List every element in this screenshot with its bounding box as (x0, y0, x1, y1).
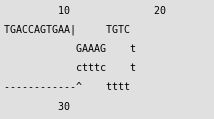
Text: ------------^    tttt: ------------^ tttt (4, 82, 130, 92)
Text: GAAAG    t: GAAAG t (4, 44, 136, 54)
Text: 10              20: 10 20 (4, 6, 166, 16)
Text: ctttc    t: ctttc t (4, 63, 136, 73)
Text: TGACCAGTGAA|     TGTC: TGACCAGTGAA| TGTC (4, 25, 130, 35)
Text: 30: 30 (4, 102, 70, 112)
